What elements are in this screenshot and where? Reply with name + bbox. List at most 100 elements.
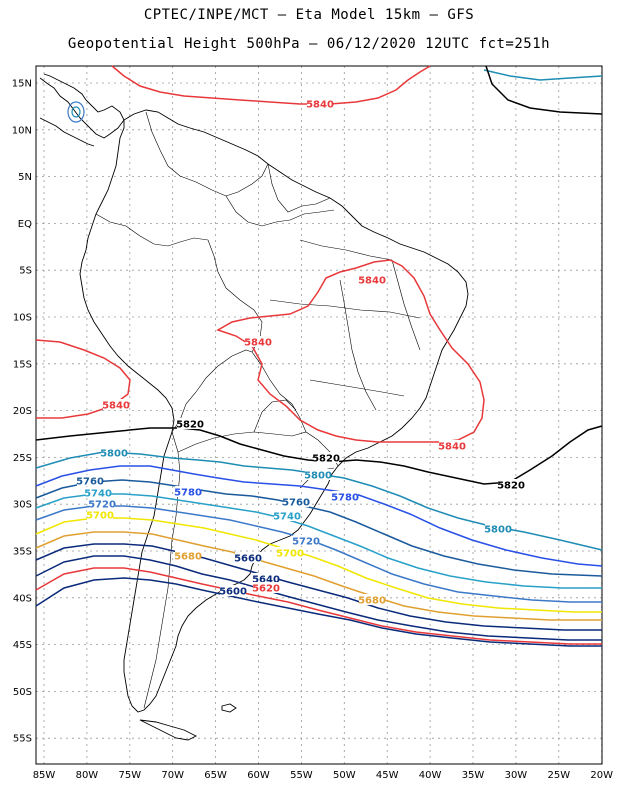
contour-label: 5760 <box>282 498 310 509</box>
tierra-del-fuego <box>139 719 198 741</box>
contour-label-bg <box>87 509 113 520</box>
contour-label-bg <box>283 496 309 507</box>
contour-label-bg <box>77 475 103 486</box>
title-line-2: Geopotential Height 500hPa – 06/12/2020 … <box>67 36 551 52</box>
contour-5840-brazil <box>216 259 485 443</box>
contour-5820 <box>35 425 603 485</box>
contour-label-bg <box>359 274 385 285</box>
contour-label-bg <box>220 585 246 596</box>
contour-5840-central <box>35 339 131 419</box>
contour-label-bg <box>439 440 465 451</box>
contour-label: 5700 <box>276 549 304 560</box>
contour-label: 5720 <box>292 537 320 548</box>
lat-label: 5S <box>19 266 32 277</box>
border-colombia-venezuela <box>145 111 227 197</box>
lat-label: EQ <box>18 219 32 230</box>
border-peru-bolivia <box>171 349 253 433</box>
lat-label: 50S <box>13 687 32 698</box>
lat-label: 10N <box>12 125 32 136</box>
contour-label-bg <box>85 487 111 498</box>
contour-label: 5840 <box>306 100 334 111</box>
contour-label: 5700 <box>86 511 114 522</box>
lon-label: 85W <box>33 770 56 781</box>
contour-label-bg <box>103 399 129 410</box>
contour-label: 5780 <box>174 488 202 499</box>
lon-label: 20W <box>590 770 613 781</box>
lat-label: 25S <box>13 453 32 464</box>
title-line-1: CPTEC/INPE/MCT – Eta Model 15km – GFS <box>143 7 475 23</box>
lon-label: 55W <box>290 770 313 781</box>
contour-label-bg <box>485 523 511 534</box>
border-paraguay <box>253 399 297 433</box>
lat-lon-grid <box>36 66 603 764</box>
contour-5660 <box>35 543 602 631</box>
geopotential-contours <box>35 65 603 647</box>
contour-label: 5740 <box>84 489 112 500</box>
lon-label: 25W <box>547 770 570 781</box>
contour-label-bg <box>313 452 339 463</box>
lat-label: 40S <box>13 593 32 604</box>
map-frame <box>35 65 603 765</box>
contour-5680 <box>35 531 602 621</box>
lat-label: 45S <box>13 640 32 651</box>
contour-label-bg <box>307 98 333 109</box>
lon-label: 30W <box>505 770 528 781</box>
contour-label-bg <box>359 594 385 605</box>
contour-label: 5640 <box>252 575 280 586</box>
falkland-islands <box>221 703 237 713</box>
lon-label: 80W <box>76 770 99 781</box>
contour-label-bg <box>235 552 261 563</box>
contour-ne-corner <box>483 69 603 81</box>
contour-label: 5840 <box>438 442 466 453</box>
contour-label: 5800 <box>304 471 332 482</box>
contour-labels: 5840 5840 5840 5840 5840 5820 5820 5820 5800 5800… <box>76 98 525 607</box>
contour-label: 5840 <box>102 401 130 412</box>
contour-5600 <box>35 577 602 647</box>
contour-label: 5720 <box>88 500 116 511</box>
contour-label: 5740 <box>273 512 301 523</box>
contour-label-bg <box>101 447 127 458</box>
lon-label: 75W <box>118 770 141 781</box>
contour-label: 5680 <box>174 552 202 563</box>
contour-ne-black <box>485 65 603 115</box>
contour-label: 5840 <box>244 338 272 349</box>
lat-label: 20S <box>13 406 32 417</box>
contour-label-bg <box>498 479 524 490</box>
central-america-pacific <box>39 117 95 147</box>
lon-label: 45W <box>376 770 399 781</box>
contour-label-bg <box>274 510 300 521</box>
contour-label-bg <box>277 547 303 558</box>
contour-label: 5820 <box>176 420 204 431</box>
brazil-states-5 <box>391 259 421 351</box>
brazil-states-3 <box>269 299 421 319</box>
contour-label-bg <box>175 486 201 497</box>
border-colombia-south <box>95 213 209 247</box>
lat-label: 35S <box>13 547 32 558</box>
longitude-labels: 85W 80W 75W 70W 65W 60W 55W 50W 45W 40W 35W 30W 25W 2… <box>33 770 613 781</box>
border-peru-brazil <box>207 239 263 353</box>
lon-label: 40W <box>419 770 442 781</box>
contour-label: 5760 <box>76 477 104 488</box>
contour-5840-circle-inner <box>71 106 81 118</box>
lat-label: 30S <box>13 500 32 511</box>
lon-label: 70W <box>161 770 184 781</box>
border-guyanas <box>267 163 331 213</box>
contour-5840-north <box>111 65 431 105</box>
lon-label: 65W <box>204 770 227 781</box>
brazil-states-1 <box>299 239 393 261</box>
contour-label-bg <box>332 491 358 502</box>
brazil-states-2 <box>339 279 377 411</box>
contour-label-bg <box>305 469 331 480</box>
south-america-coast <box>79 109 469 713</box>
border-guiana-brazil <box>225 195 335 227</box>
lat-label: 5N <box>18 172 32 183</box>
lon-label: 60W <box>247 770 270 781</box>
contour-label-bg <box>245 336 271 347</box>
border-argentina-chile <box>143 431 181 709</box>
contour-5840-circle <box>67 101 85 123</box>
contour-label-bg <box>177 418 203 429</box>
latitude-labels: 15N 10N 5N EQ 5S 10S 15S 20S 25S 30S 35S 40S 45S 50S 5… <box>12 79 32 745</box>
contour-label-bg <box>175 550 201 561</box>
lon-label: 35W <box>462 770 485 781</box>
